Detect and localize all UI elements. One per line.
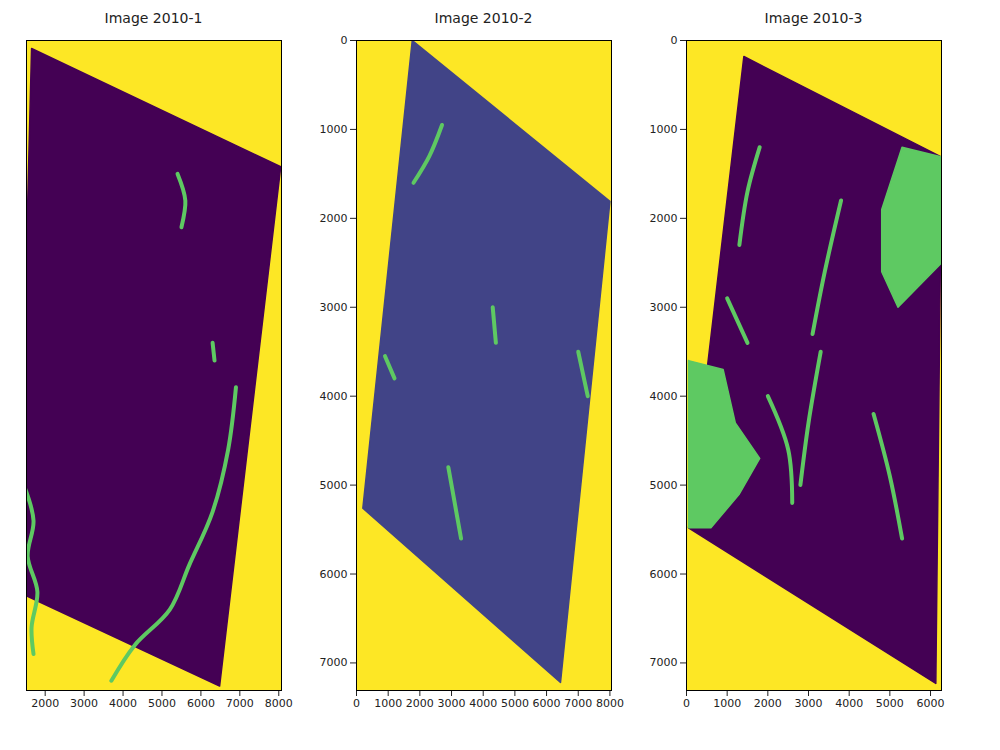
- svg-text:1000: 1000: [374, 697, 402, 710]
- svg-text:1000: 1000: [713, 697, 741, 710]
- svg-text:3000: 3000: [795, 697, 823, 710]
- svg-text:3000: 3000: [650, 301, 678, 314]
- html-text:Image 2010-1: Image 2010-1: [104, 10, 203, 26]
- svg-text:4000: 4000: [650, 390, 678, 403]
- svg-text:6000: 6000: [650, 568, 678, 581]
- svg-text:7000: 7000: [564, 697, 592, 710]
- svg-text:0: 0: [341, 34, 348, 47]
- svg-text:6000: 6000: [917, 697, 945, 710]
- svg-text:2000: 2000: [650, 212, 678, 225]
- svg-text:0: 0: [353, 697, 360, 710]
- svg-text:5000: 5000: [876, 697, 904, 710]
- svg-text:5000: 5000: [148, 697, 176, 710]
- svg-text:2000: 2000: [754, 697, 782, 710]
- svg-text:2000: 2000: [320, 212, 348, 225]
- html-text:Image 2010-2: Image 2010-2: [434, 10, 533, 26]
- svg-text:3000: 3000: [70, 697, 98, 710]
- svg-text:3000: 3000: [438, 697, 466, 710]
- svg-text:5000: 5000: [320, 479, 348, 492]
- svg-text:3000: 3000: [320, 301, 348, 314]
- svg-text:1000: 1000: [320, 123, 348, 136]
- svg-text:6000: 6000: [533, 697, 561, 710]
- svg-text:0: 0: [683, 697, 690, 710]
- svg-text:8000: 8000: [265, 697, 293, 710]
- svg-text:4000: 4000: [835, 697, 863, 710]
- svg-text:4000: 4000: [469, 697, 497, 710]
- svg-text:6000: 6000: [320, 568, 348, 581]
- svg-text:7000: 7000: [226, 697, 254, 710]
- html-text:Image 2010-3: Image 2010-3: [764, 10, 863, 26]
- svg-text:1000: 1000: [650, 123, 678, 136]
- svg-text:4000: 4000: [109, 697, 137, 710]
- svg-text:5000: 5000: [650, 479, 678, 492]
- svg-text:6000: 6000: [187, 697, 215, 710]
- svg-text:4000: 4000: [320, 390, 348, 403]
- svg-text:5000: 5000: [501, 697, 529, 710]
- svg-text:0: 0: [671, 34, 678, 47]
- svg-text:7000: 7000: [650, 656, 678, 669]
- svg-text:8000: 8000: [596, 697, 624, 710]
- svg-text:7000: 7000: [320, 656, 348, 669]
- svg-text:2000: 2000: [31, 697, 59, 710]
- svg-text:2000: 2000: [406, 697, 434, 710]
